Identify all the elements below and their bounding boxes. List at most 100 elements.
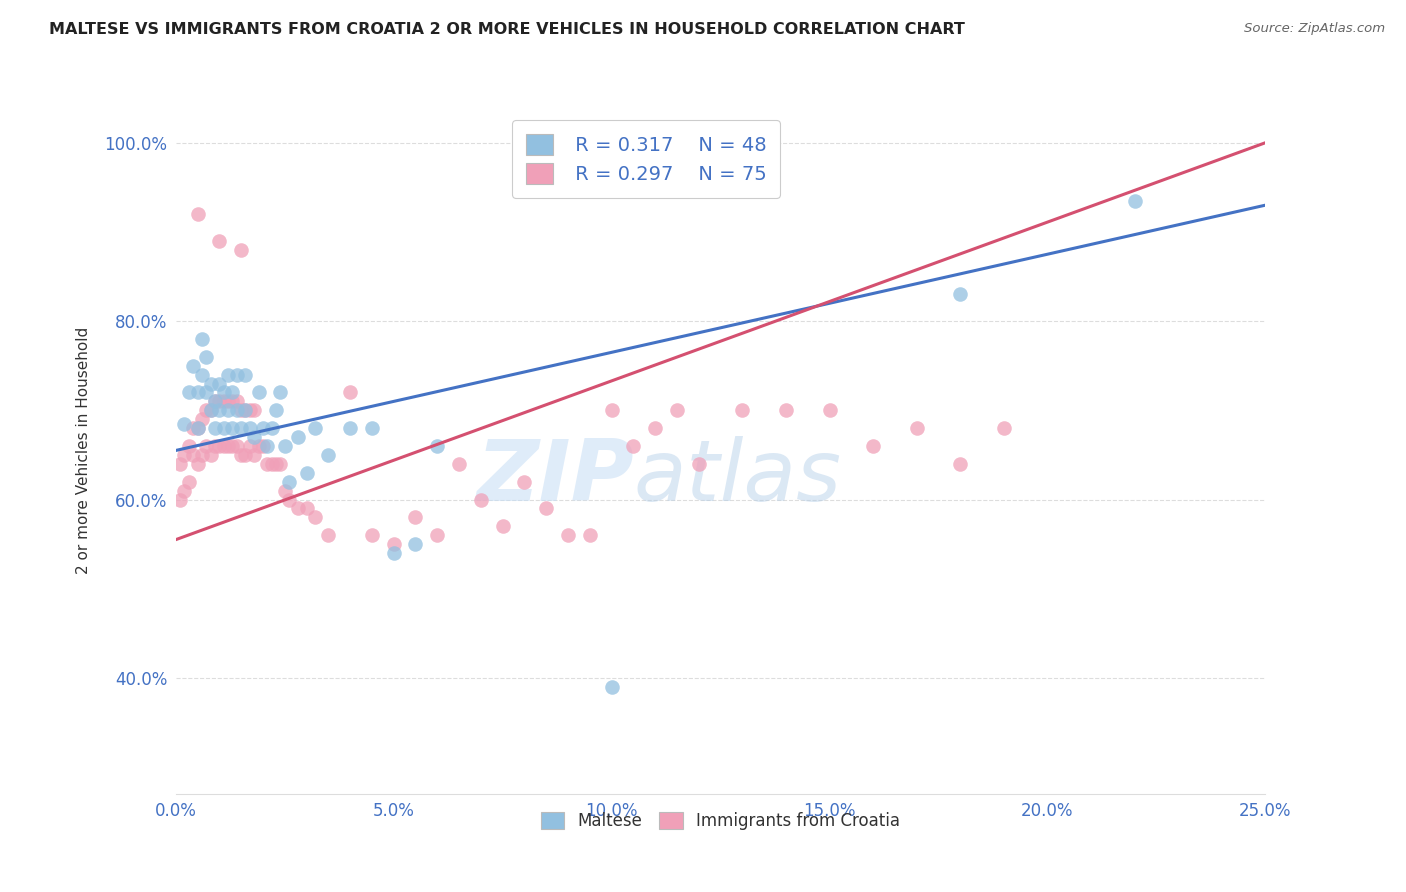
Point — [212, 421, 235, 435]
Point — [195, 350, 218, 364]
Point — [252, 439, 274, 453]
Point — [274, 439, 297, 453]
Point — [200, 448, 222, 462]
Point — [382, 537, 405, 551]
Point — [405, 510, 427, 524]
Point — [426, 528, 449, 542]
Point — [225, 403, 247, 417]
Text: MALTESE VS IMMIGRANTS FROM CROATIA 2 OR MORE VEHICLES IN HOUSEHOLD CORRELATION C: MALTESE VS IMMIGRANTS FROM CROATIA 2 OR … — [49, 22, 965, 37]
Point — [295, 501, 318, 516]
Point — [260, 421, 283, 435]
Point — [212, 385, 235, 400]
Point — [470, 492, 492, 507]
Point — [862, 439, 884, 453]
Point — [318, 528, 340, 542]
Point — [264, 403, 287, 417]
Point — [186, 385, 209, 400]
Point — [204, 439, 226, 453]
Point — [208, 439, 231, 453]
Point — [177, 475, 200, 489]
Point — [239, 439, 262, 453]
Point — [217, 394, 239, 409]
Point — [235, 368, 257, 382]
Point — [1123, 194, 1146, 208]
Point — [949, 287, 972, 301]
Point — [204, 394, 226, 409]
Y-axis label: 2 or more Vehicles in Household: 2 or more Vehicles in Household — [76, 326, 90, 574]
Point — [217, 403, 239, 417]
Point — [905, 421, 928, 435]
Text: atlas: atlas — [633, 436, 841, 519]
Point — [534, 501, 557, 516]
Point — [269, 385, 291, 400]
Point — [212, 394, 235, 409]
Point — [204, 421, 226, 435]
Point — [993, 421, 1015, 435]
Point — [177, 385, 200, 400]
Point — [177, 439, 200, 453]
Point — [186, 207, 209, 221]
Point — [239, 403, 262, 417]
Point — [247, 385, 270, 400]
Point — [235, 403, 257, 417]
Point — [181, 448, 204, 462]
Point — [731, 403, 754, 417]
Point — [256, 439, 278, 453]
Point — [688, 457, 710, 471]
Point — [666, 403, 689, 417]
Point — [278, 492, 301, 507]
Point — [274, 483, 297, 498]
Point — [339, 421, 361, 435]
Point — [221, 394, 243, 409]
Point — [243, 430, 266, 444]
Point — [287, 501, 309, 516]
Point — [208, 403, 231, 417]
Point — [191, 448, 214, 462]
Point — [235, 448, 257, 462]
Point — [169, 457, 191, 471]
Point — [181, 421, 204, 435]
Point — [775, 403, 797, 417]
Point — [264, 457, 287, 471]
Point — [204, 394, 226, 409]
Point — [278, 475, 301, 489]
Point — [208, 394, 231, 409]
Point — [208, 376, 231, 391]
Point — [243, 448, 266, 462]
Point — [287, 430, 309, 444]
Point — [191, 412, 214, 426]
Point — [195, 439, 218, 453]
Point — [169, 492, 191, 507]
Point — [447, 457, 470, 471]
Point — [239, 421, 262, 435]
Point — [186, 457, 209, 471]
Point — [195, 385, 218, 400]
Point — [304, 421, 326, 435]
Point — [579, 528, 602, 542]
Point — [221, 421, 243, 435]
Point — [513, 475, 536, 489]
Point — [181, 359, 204, 373]
Point — [191, 332, 214, 346]
Point — [208, 234, 231, 248]
Point — [173, 417, 195, 431]
Point — [173, 448, 195, 462]
Point — [186, 421, 209, 435]
Point — [339, 385, 361, 400]
Point — [186, 421, 209, 435]
Point — [492, 519, 515, 533]
Point — [231, 448, 253, 462]
Point — [360, 421, 382, 435]
Point — [269, 457, 291, 471]
Point — [949, 457, 972, 471]
Point — [304, 510, 326, 524]
Point — [600, 403, 623, 417]
Point — [221, 439, 243, 453]
Point — [426, 439, 449, 453]
Point — [382, 546, 405, 560]
Point — [644, 421, 666, 435]
Point — [173, 483, 195, 498]
Point — [200, 376, 222, 391]
Point — [221, 385, 243, 400]
Point — [243, 403, 266, 417]
